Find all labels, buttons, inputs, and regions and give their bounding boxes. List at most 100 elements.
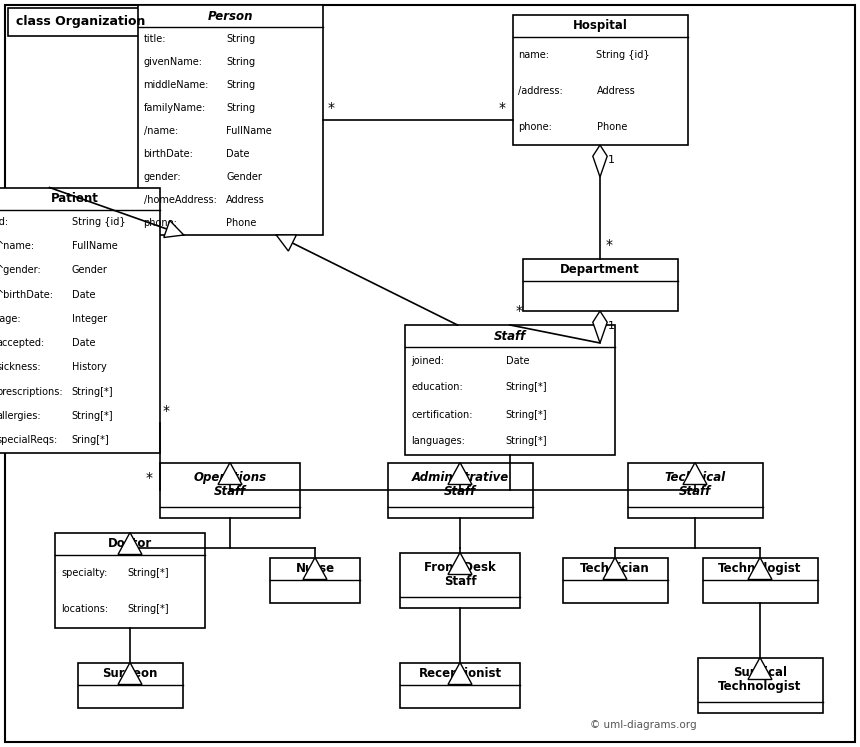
Text: String: String bbox=[226, 80, 255, 90]
Bar bbox=[138, 5, 322, 235]
Text: String[*]: String[*] bbox=[127, 604, 169, 614]
Text: Surgeon: Surgeon bbox=[102, 667, 157, 680]
Text: /name:: /name: bbox=[144, 126, 178, 136]
Text: String[*]: String[*] bbox=[127, 568, 169, 577]
Bar bbox=[405, 325, 615, 455]
Text: Department: Department bbox=[560, 264, 640, 276]
Text: String {id}: String {id} bbox=[71, 217, 126, 226]
Text: /homeAddress:: /homeAddress: bbox=[144, 195, 217, 205]
Text: name:: name: bbox=[519, 50, 550, 60]
Polygon shape bbox=[118, 533, 142, 554]
Polygon shape bbox=[748, 557, 772, 580]
Bar bbox=[703, 557, 818, 603]
Text: ^name:: ^name: bbox=[0, 241, 35, 251]
Text: String {id}: String {id} bbox=[597, 50, 650, 60]
Bar bbox=[270, 557, 360, 603]
Text: Phone: Phone bbox=[226, 218, 256, 229]
Text: Front Desk
Staff: Front Desk Staff bbox=[424, 561, 496, 588]
Text: *: * bbox=[163, 403, 170, 418]
Text: *: * bbox=[499, 101, 506, 115]
Bar bbox=[0, 187, 160, 453]
Bar bbox=[697, 657, 822, 713]
Text: Operations
Staff: Operations Staff bbox=[194, 471, 267, 498]
Bar bbox=[513, 15, 687, 145]
Text: Phone: Phone bbox=[597, 122, 627, 132]
Text: /address:: /address: bbox=[519, 86, 563, 96]
Text: gender:: gender: bbox=[144, 173, 181, 182]
Text: © uml-diagrams.org: © uml-diagrams.org bbox=[590, 720, 697, 730]
Polygon shape bbox=[276, 235, 297, 251]
Text: phone:: phone: bbox=[519, 122, 552, 132]
Text: prescriptions:: prescriptions: bbox=[0, 387, 63, 397]
Text: accepted:: accepted: bbox=[0, 338, 44, 348]
Text: joined:: joined: bbox=[411, 356, 444, 365]
Polygon shape bbox=[748, 657, 772, 680]
Text: Gender: Gender bbox=[71, 265, 108, 275]
Bar bbox=[77, 663, 182, 707]
Polygon shape bbox=[593, 145, 607, 177]
Polygon shape bbox=[448, 663, 472, 684]
Polygon shape bbox=[8, 8, 195, 36]
Bar bbox=[562, 557, 667, 603]
Text: String: String bbox=[226, 57, 255, 66]
Text: Sring[*]: Sring[*] bbox=[71, 436, 109, 445]
Text: String: String bbox=[226, 34, 255, 43]
Text: FullName: FullName bbox=[226, 126, 272, 136]
Text: *: * bbox=[606, 238, 613, 252]
Polygon shape bbox=[448, 462, 472, 485]
Text: Address: Address bbox=[597, 86, 636, 96]
Text: Person: Person bbox=[207, 10, 253, 22]
Text: title:: title: bbox=[144, 34, 166, 43]
Text: FullName: FullName bbox=[71, 241, 117, 251]
Text: familyName:: familyName: bbox=[144, 103, 206, 113]
Text: Gender: Gender bbox=[226, 173, 262, 182]
Text: String[*]: String[*] bbox=[506, 436, 548, 447]
Text: specialReqs:: specialReqs: bbox=[0, 436, 58, 445]
Text: middleName:: middleName: bbox=[144, 80, 209, 90]
Polygon shape bbox=[303, 557, 327, 580]
Text: ^gender:: ^gender: bbox=[0, 265, 42, 275]
Text: Surgical
Technologist: Surgical Technologist bbox=[718, 666, 802, 693]
Text: String[*]: String[*] bbox=[506, 382, 548, 392]
Text: Date: Date bbox=[226, 149, 249, 159]
Text: Hospital: Hospital bbox=[573, 19, 628, 33]
Polygon shape bbox=[593, 311, 607, 343]
Bar bbox=[388, 462, 532, 518]
Text: Nurse: Nurse bbox=[296, 562, 335, 575]
Text: specialty:: specialty: bbox=[61, 568, 108, 577]
Text: *: * bbox=[146, 471, 153, 485]
Text: *: * bbox=[516, 304, 523, 318]
Text: id:: id: bbox=[0, 217, 8, 226]
Text: ^birthDate:: ^birthDate: bbox=[0, 290, 54, 300]
Text: allergies:: allergies: bbox=[0, 411, 40, 421]
Text: History: History bbox=[71, 362, 107, 373]
Bar bbox=[160, 462, 300, 518]
Text: Technologist: Technologist bbox=[718, 562, 802, 575]
Text: Administrative
Staff: Administrative Staff bbox=[411, 471, 508, 498]
Text: education:: education: bbox=[411, 382, 463, 392]
Text: Patient: Patient bbox=[51, 192, 99, 205]
Text: Staff: Staff bbox=[494, 329, 526, 343]
Text: Technical
Staff: Technical Staff bbox=[665, 471, 726, 498]
Text: Integer: Integer bbox=[71, 314, 107, 324]
Bar bbox=[523, 259, 678, 311]
Text: String[*]: String[*] bbox=[71, 411, 114, 421]
Text: Date: Date bbox=[71, 290, 95, 300]
Text: languages:: languages: bbox=[411, 436, 465, 447]
Bar bbox=[55, 533, 205, 627]
Bar bbox=[400, 553, 520, 607]
Bar bbox=[628, 462, 763, 518]
Text: String[*]: String[*] bbox=[71, 387, 114, 397]
Polygon shape bbox=[218, 462, 242, 485]
Text: 1: 1 bbox=[608, 155, 615, 165]
Text: *: * bbox=[328, 101, 335, 115]
Text: Address: Address bbox=[226, 195, 265, 205]
Text: birthDate:: birthDate: bbox=[144, 149, 194, 159]
Text: Date: Date bbox=[506, 356, 529, 365]
Text: phone:: phone: bbox=[144, 218, 177, 229]
Text: locations:: locations: bbox=[61, 604, 108, 614]
Text: Doctor: Doctor bbox=[108, 537, 152, 550]
Bar bbox=[400, 663, 520, 707]
Polygon shape bbox=[448, 553, 472, 574]
Text: certification:: certification: bbox=[411, 409, 472, 420]
